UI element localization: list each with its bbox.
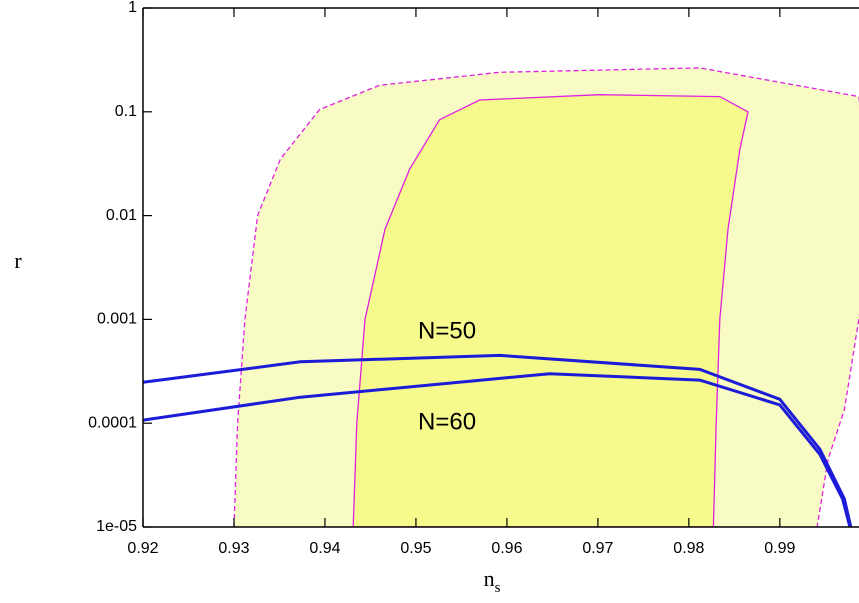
series-label: N=50 [418,317,476,344]
y-tick-label: 0.01 [106,207,137,224]
y-tick-label: 1e-05 [96,518,137,535]
y-tick-label: 1 [128,0,137,16]
prediction-line [143,353,853,527]
confidence-region [353,94,748,527]
y-axis-label: r [14,248,22,273]
x-tick-label: 0.98 [673,540,704,557]
x-tick-label: 0.95 [400,540,431,557]
x-tick-label: 0.97 [582,540,613,557]
x-axis-label-subscript: s [495,580,501,596]
confidence-contour [352,94,749,527]
axes: 1e-05 0.0001 0.001 0.01 0.1 1 0.92 0.93 0.94 0.95… [88,0,859,557]
plot-area [143,67,859,527]
y-tick-label: 0.1 [115,103,137,120]
prediction-line [143,372,852,527]
x-tick-label: 0.92 [127,540,158,557]
series-label: N=60 [418,408,476,435]
x-axis-label-main: n [484,566,495,591]
x-tick-label: 0.96 [491,540,522,557]
x-tick-label: 0.99 [764,540,795,557]
x-tick-label: 0.93 [218,540,249,557]
x-axis-label: ns [484,566,501,596]
y-tick-label: 0.001 [97,311,137,328]
confidence-contour [233,67,859,527]
y-tick-label: 0.0001 [88,414,137,431]
x-tick-label: 0.94 [309,540,340,557]
